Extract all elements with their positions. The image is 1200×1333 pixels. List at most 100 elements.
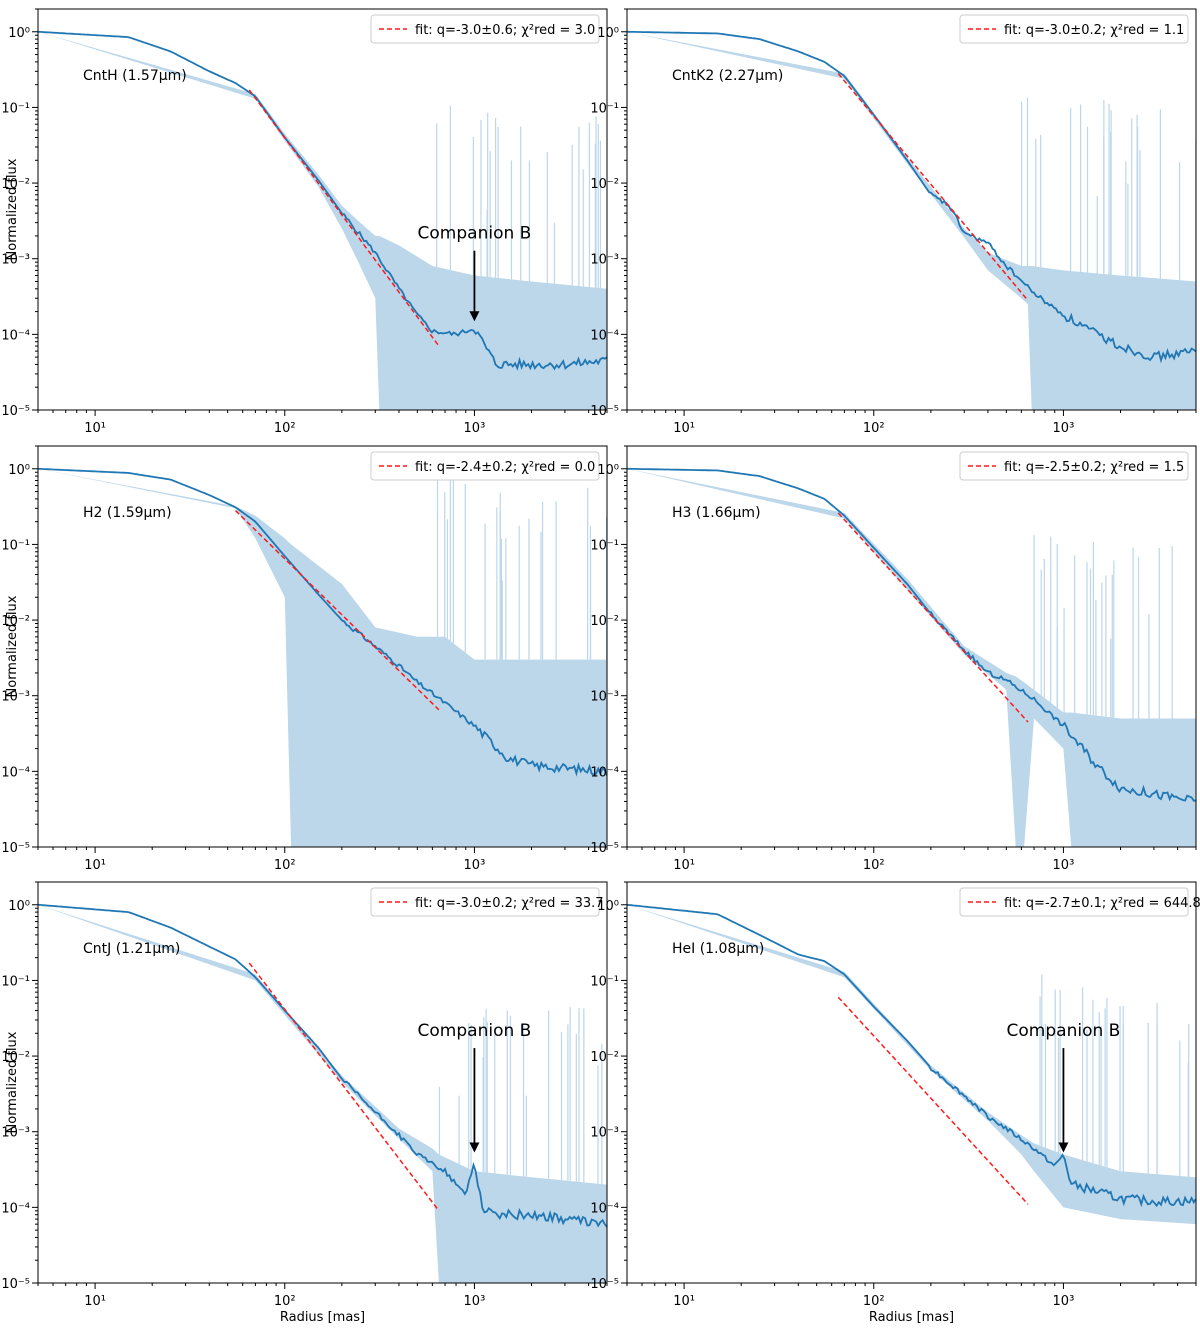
panel-middle-right: 10¹ 10² 10³ 10⁰ 10⁻¹ 10⁻² 10⁻³ 10⁻⁴ 10⁻⁵ H3 (1.66… bbox=[590, 445, 1197, 873]
legend-label: fit: q=-3.0±0.2; χ²red = 1.1 bbox=[1004, 23, 1184, 38]
band-label: H3 (1.66μm) bbox=[672, 505, 761, 521]
plot-area bbox=[38, 30, 607, 410]
panel-middle-left: 10¹ 10² 10³ 10⁰ 10⁻¹ 10⁻² 10⁻³ 10⁻⁴ 10⁻⁵ H2 (1.59… bbox=[1, 445, 608, 873]
y-tick-label: 10⁻⁴ bbox=[590, 1201, 619, 1216]
y-tick-label: 10⁻¹ bbox=[590, 101, 619, 116]
x-tick-label: 10¹ bbox=[673, 858, 695, 873]
legend: fit: q=-3.0±0.2; χ²red = 1.1 bbox=[959, 14, 1189, 44]
legend-label: fit: q=-3.0±0.2; χ²red = 33.7 bbox=[415, 896, 604, 911]
plot-area bbox=[38, 466, 607, 847]
companion-annotation: Companion B bbox=[418, 1021, 532, 1153]
legend-label: fit: q=-2.4±0.2; χ²red = 0.0 bbox=[415, 460, 595, 475]
x-axis-label: Radius [mas] bbox=[280, 1310, 365, 1325]
x-tick-label: 10³ bbox=[1053, 1294, 1075, 1309]
profile-line bbox=[627, 903, 1196, 1208]
y-tick-label: 10⁻¹ bbox=[1, 101, 30, 116]
fit-line bbox=[837, 996, 1029, 1205]
legend-box bbox=[370, 451, 600, 481]
x-axis: 10¹ 10² 10³ bbox=[37, 847, 608, 873]
plot-area bbox=[627, 903, 1196, 1225]
uncertainty-band bbox=[627, 31, 1196, 410]
band-label: H2 (1.59μm) bbox=[83, 505, 172, 521]
plot-area bbox=[627, 30, 1196, 410]
fit-line bbox=[837, 512, 1029, 723]
legend-box bbox=[370, 887, 600, 917]
fit-line bbox=[837, 73, 1029, 302]
legend: fit: q=-2.4±0.2; χ²red = 0.0 bbox=[370, 451, 600, 481]
y-axis-label: Normalized flux bbox=[5, 595, 20, 697]
y-tick-label: 10⁰ bbox=[597, 463, 619, 478]
uncertainty-band bbox=[38, 468, 607, 847]
profile-line bbox=[627, 467, 1196, 802]
x-tick-label: 10² bbox=[274, 421, 296, 436]
y-tick-label: 10⁻⁴ bbox=[590, 765, 619, 780]
plot-area bbox=[627, 467, 1196, 847]
profile-line bbox=[38, 467, 607, 777]
legend-box bbox=[370, 14, 600, 44]
y-tick-label: 10⁻³ bbox=[1, 690, 30, 705]
y-axis-label: Normalized flux bbox=[5, 158, 20, 260]
companion-arrowhead bbox=[469, 1142, 480, 1153]
plot-area bbox=[38, 903, 607, 1283]
y-tick-label: 10⁰ bbox=[597, 899, 619, 914]
band-label: CntH (1.57μm) bbox=[83, 68, 187, 84]
axes-frame bbox=[626, 8, 1197, 411]
legend-box bbox=[959, 451, 1189, 481]
fit-line bbox=[248, 89, 440, 347]
y-axis: 10⁰ 10⁻¹ 10⁻² 10⁻³ 10⁻⁴ 10⁻⁵ bbox=[1, 881, 38, 1292]
y-tick-label: 10⁻⁵ bbox=[1, 1277, 30, 1292]
x-axis: 10¹ 10² 10³ bbox=[626, 847, 1197, 873]
y-axis: 10⁰ 10⁻¹ 10⁻² 10⁻³ 10⁻⁴ 10⁻⁵ bbox=[590, 8, 627, 419]
x-tick-label: 10¹ bbox=[84, 421, 106, 436]
axes-frame bbox=[626, 445, 1197, 848]
x-tick-label: 10³ bbox=[464, 858, 486, 873]
y-tick-label: 10⁰ bbox=[8, 463, 30, 478]
y-tick-label: 10⁻³ bbox=[590, 690, 619, 705]
band-label: HeI (1.08μm) bbox=[672, 941, 764, 957]
y-tick-label: 10⁻¹ bbox=[590, 538, 619, 553]
y-tick-label: 10⁻⁵ bbox=[590, 841, 619, 856]
uncertainty-band bbox=[627, 468, 1196, 847]
y-tick-label: 10⁰ bbox=[597, 26, 619, 41]
companion-label: Companion B bbox=[1007, 1021, 1121, 1041]
uncertainty-band bbox=[627, 904, 1196, 1225]
axes-frame bbox=[37, 445, 608, 848]
x-tick-label: 10¹ bbox=[84, 858, 106, 873]
x-tick-label: 10³ bbox=[1053, 858, 1075, 873]
legend-box bbox=[959, 14, 1189, 44]
fit-line bbox=[248, 962, 440, 1212]
y-tick-label: 10⁻² bbox=[590, 614, 619, 629]
x-tick-label: 10¹ bbox=[673, 421, 695, 436]
panel-bottom-left: 10¹ 10² 10³ 10⁰ 10⁻¹ 10⁻² 10⁻³ 10⁻⁴ 10⁻⁵ CntJ (1.… bbox=[1, 881, 608, 1325]
y-tick-label: 10⁻² bbox=[1, 614, 30, 629]
y-tick-label: 10⁻⁴ bbox=[1, 1201, 30, 1216]
y-tick-label: 10⁻¹ bbox=[1, 538, 30, 553]
companion-annotation: Companion B bbox=[418, 224, 532, 322]
x-tick-label: 10² bbox=[863, 1294, 885, 1309]
y-tick-label: 10⁻³ bbox=[590, 1126, 619, 1141]
legend-label: fit: q=-2.5±0.2; χ²red = 1.5 bbox=[1004, 460, 1184, 475]
axes-frame bbox=[37, 8, 608, 411]
y-axis-label: Normalized flux bbox=[5, 1031, 20, 1133]
x-tick-label: 10³ bbox=[464, 1294, 486, 1309]
uncertainty-band bbox=[38, 904, 607, 1283]
companion-label: Companion B bbox=[418, 224, 532, 244]
legend: fit: q=-2.5±0.2; χ²red = 1.5 bbox=[959, 451, 1189, 481]
y-tick-label: 10⁰ bbox=[8, 26, 30, 41]
y-tick-label: 10⁻⁵ bbox=[590, 1277, 619, 1292]
y-axis: 10⁰ 10⁻¹ 10⁻² 10⁻³ 10⁻⁴ 10⁻⁵ bbox=[590, 881, 627, 1292]
y-tick-label: 10⁻² bbox=[590, 1050, 619, 1065]
x-tick-label: 10² bbox=[274, 1294, 296, 1309]
panel-top-left: 10¹ 10² 10³ 10⁰ 10⁻¹ 10⁻² 10⁻³ 10⁻⁴ 10⁻⁵ CntH (1.… bbox=[1, 8, 608, 436]
legend-box bbox=[959, 887, 1189, 917]
y-tick-label: 10⁻⁵ bbox=[1, 841, 30, 856]
y-tick-label: 10⁻² bbox=[1, 177, 30, 192]
band-label: CntK2 (2.27μm) bbox=[672, 68, 783, 84]
panel-top-right: 10¹ 10² 10³ 10⁰ 10⁻¹ 10⁻² 10⁻³ 10⁻⁴ 10⁻⁵ CntK2 (2… bbox=[590, 8, 1197, 436]
y-tick-label: 10⁻¹ bbox=[590, 974, 619, 989]
y-tick-label: 10⁻³ bbox=[1, 253, 30, 268]
companion-label: Companion B bbox=[418, 1021, 532, 1041]
profile-line bbox=[38, 30, 607, 371]
